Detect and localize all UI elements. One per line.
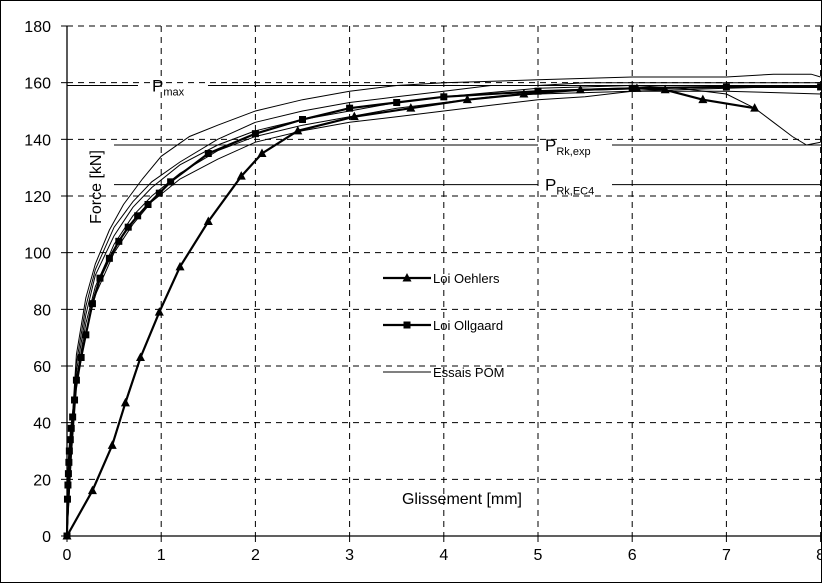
y-tick-label: 140 bbox=[24, 132, 51, 149]
x-tick-label: 8 bbox=[816, 547, 822, 564]
data-point bbox=[406, 103, 416, 112]
data-point bbox=[534, 87, 542, 95]
x-axis-title: Glissement [mm] bbox=[402, 491, 522, 508]
legend-item: Essais POM bbox=[383, 365, 505, 380]
data-point bbox=[155, 189, 163, 197]
data-point bbox=[144, 201, 152, 208]
data-point bbox=[817, 83, 822, 91]
series-line-essais-3 bbox=[66, 85, 821, 537]
legend-label: Essais POM bbox=[433, 365, 505, 380]
data-point bbox=[236, 171, 246, 180]
data-point bbox=[82, 331, 90, 339]
data-point bbox=[63, 495, 71, 503]
legend-item: Loi Oehlers bbox=[383, 271, 500, 286]
y-tick-label: 160 bbox=[24, 76, 51, 93]
data-point bbox=[204, 150, 212, 157]
x-tick-label: 1 bbox=[157, 547, 166, 564]
data-point bbox=[88, 300, 96, 308]
data-point bbox=[96, 274, 104, 282]
series-essais-pom bbox=[66, 73, 821, 537]
x-tick-label: 5 bbox=[534, 547, 543, 564]
series-line-essais-5 bbox=[66, 90, 821, 537]
data-point bbox=[120, 397, 130, 407]
data-point bbox=[124, 223, 132, 231]
data-point bbox=[462, 94, 472, 104]
data-point bbox=[134, 212, 142, 220]
data-point bbox=[107, 440, 117, 449]
y-tick-label: 80 bbox=[33, 302, 51, 319]
series-loi-ollgaard bbox=[63, 83, 822, 540]
series-line-essais-4 bbox=[66, 82, 821, 537]
data-point bbox=[105, 254, 113, 262]
data-point bbox=[65, 458, 73, 466]
x-tick-label: 2 bbox=[251, 547, 260, 564]
data-point bbox=[115, 237, 123, 245]
data-point bbox=[175, 261, 185, 271]
legend-marker bbox=[402, 273, 412, 282]
data-point bbox=[66, 436, 74, 444]
data-point bbox=[154, 307, 164, 316]
data-point bbox=[346, 104, 354, 112]
series-group bbox=[62, 73, 822, 540]
reference-line-label: Pmax bbox=[152, 77, 185, 99]
tick-labels: 0 20 40 60 80 100 120 140 160 180 0 1 2 3 4 5 6 7 8 bbox=[24, 19, 822, 564]
y-axis-title: Force [kN] bbox=[88, 150, 105, 224]
legend-item: Loi Ollgaard bbox=[383, 318, 503, 333]
y-tick-label: 20 bbox=[33, 472, 51, 489]
series-line-essais-2 bbox=[66, 84, 821, 537]
data-point bbox=[65, 447, 73, 455]
data-point bbox=[257, 148, 267, 157]
data-point bbox=[251, 130, 259, 138]
x-tick-label: 7 bbox=[722, 547, 731, 564]
data-point bbox=[64, 470, 72, 478]
data-point bbox=[87, 485, 97, 495]
data-point bbox=[167, 178, 175, 186]
y-tick-label: 0 bbox=[42, 529, 51, 546]
series-line bbox=[66, 87, 755, 537]
data-point bbox=[722, 83, 730, 91]
x-tick-label: 6 bbox=[628, 547, 637, 564]
legend-label: Loi Ollgaard bbox=[433, 318, 503, 333]
data-point bbox=[64, 481, 72, 489]
data-point bbox=[203, 216, 213, 225]
series-line-essais-1 bbox=[66, 73, 821, 537]
reference-line-label: PRk,EC4 bbox=[545, 176, 594, 198]
y-tick-label: 180 bbox=[24, 19, 51, 36]
y-tick-label: 120 bbox=[24, 189, 51, 206]
legend-marker bbox=[403, 321, 411, 329]
data-point bbox=[628, 84, 636, 92]
data-point bbox=[135, 352, 145, 361]
data-point bbox=[698, 94, 708, 104]
legend: Loi Oehlers Loi Ollgaard Essais POM bbox=[383, 271, 505, 380]
y-tick-label: 100 bbox=[24, 246, 51, 263]
y-tick-label: 60 bbox=[33, 359, 51, 376]
x-tick-label: 3 bbox=[345, 547, 354, 564]
legend-label: Loi Oehlers bbox=[433, 271, 500, 286]
x-tick-label: 4 bbox=[439, 547, 448, 564]
y-tick-label: 40 bbox=[33, 416, 51, 433]
x-tick-label: 0 bbox=[63, 547, 72, 564]
